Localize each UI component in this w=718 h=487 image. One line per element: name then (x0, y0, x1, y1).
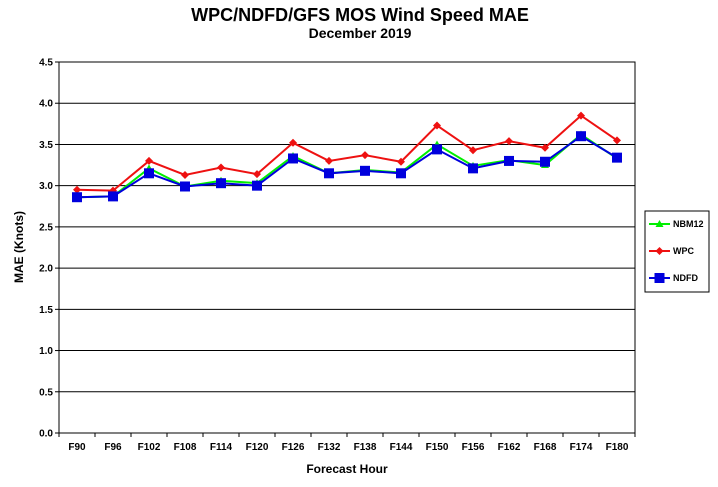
y-tick-label: 0.5 (39, 387, 53, 398)
data-point-wpc (505, 137, 513, 146)
x-tick-label: F96 (104, 442, 122, 453)
legend-marker-nbm12 (655, 220, 664, 227)
legend-label-ndfd: NDFD (673, 273, 698, 283)
chart-title: WPC/NDFD/GFS MOS Wind Speed MAE (191, 5, 529, 25)
x-tick-label: F108 (174, 442, 197, 453)
data-point-wpc (253, 170, 261, 179)
data-point-wpc (469, 146, 477, 155)
data-point-ndfd (180, 181, 190, 192)
data-point-ndfd (468, 163, 478, 174)
x-tick-label: F162 (498, 442, 521, 453)
data-point-wpc (541, 143, 549, 152)
data-point-wpc (613, 136, 621, 145)
data-point-wpc (433, 121, 441, 130)
legend: NBM12 WPC NDFD (644, 210, 710, 293)
data-point-ndfd (540, 156, 550, 167)
data-point-ndfd (324, 168, 334, 179)
legend-label-nbm12: NBM12 (673, 219, 704, 229)
data-point-wpc (289, 138, 297, 147)
plot-area (58, 61, 636, 434)
y-tick-label: 3.5 (39, 140, 53, 151)
data-point-wpc (361, 151, 369, 160)
series-line-ndfd (76, 135, 618, 199)
data-point-ndfd (396, 168, 406, 179)
data-point-ndfd (576, 131, 586, 142)
x-tick-label: F114 (210, 442, 233, 453)
data-point-wpc (73, 185, 81, 194)
x-tick-label: F144 (390, 442, 413, 453)
x-tick-label: F120 (246, 442, 269, 453)
legend-marker-wpc (655, 247, 664, 255)
legend-marker-ndfd (654, 273, 665, 283)
legend-label-wpc: WPC (673, 246, 694, 256)
x-tick-label: F174 (570, 442, 593, 453)
data-point-ndfd (108, 191, 118, 202)
x-tick-label: F156 (462, 442, 485, 453)
y-tick-label: 2.5 (39, 222, 53, 233)
data-point-ndfd (360, 165, 370, 176)
y-tick-label: 0.0 (39, 429, 53, 440)
x-tick-label: F90 (68, 442, 86, 453)
data-point-wpc (397, 157, 405, 166)
x-tick-label: F150 (426, 442, 449, 453)
x-tick-label: F132 (318, 442, 341, 453)
y-axis-label: MAE (Knots) (12, 211, 26, 283)
y-tick-label: 1.0 (39, 346, 53, 357)
data-point-ndfd (612, 152, 622, 163)
y-tick-label: 1.5 (39, 305, 53, 316)
x-tick-label: F102 (138, 442, 161, 453)
x-tick-label: F168 (534, 442, 557, 453)
data-point-ndfd (144, 168, 154, 179)
data-point-wpc (181, 170, 189, 179)
data-point-wpc (325, 156, 333, 165)
x-tick-label: F138 (354, 442, 377, 453)
data-point-wpc (145, 156, 153, 165)
data-point-wpc (577, 111, 585, 120)
x-axis-label: Forecast Hour (306, 462, 388, 476)
data-point-ndfd (252, 180, 262, 191)
y-axis: 0.0 0.5 1.0 1.5 2.0 2.5 3.0 3.5 4.0 4.5 (39, 58, 59, 440)
data-point-ndfd (432, 144, 442, 155)
y-tick-label: 4.5 (39, 58, 53, 69)
data-point-wpc (217, 163, 225, 172)
y-tick-label: 3.0 (39, 181, 53, 192)
x-tick-label: F126 (282, 442, 305, 453)
chart-subtitle: December 2019 (309, 25, 412, 41)
gridlines (59, 102, 635, 393)
data-point-ndfd (72, 192, 82, 203)
series-group (72, 111, 622, 203)
x-tick-label: F180 (606, 442, 629, 453)
series-wpc (73, 111, 621, 195)
y-tick-label: 4.0 (39, 99, 53, 110)
data-point-ndfd (216, 178, 226, 189)
y-tick-label: 2.0 (39, 264, 53, 275)
series-line-wpc (76, 114, 618, 192)
x-axis: F90 F96 F102 F108 F114 F120 F126 F132 F138 F144 F1… (58, 433, 636, 453)
series-ndfd (72, 131, 622, 203)
data-point-ndfd (504, 155, 514, 166)
data-point-ndfd (288, 153, 298, 164)
